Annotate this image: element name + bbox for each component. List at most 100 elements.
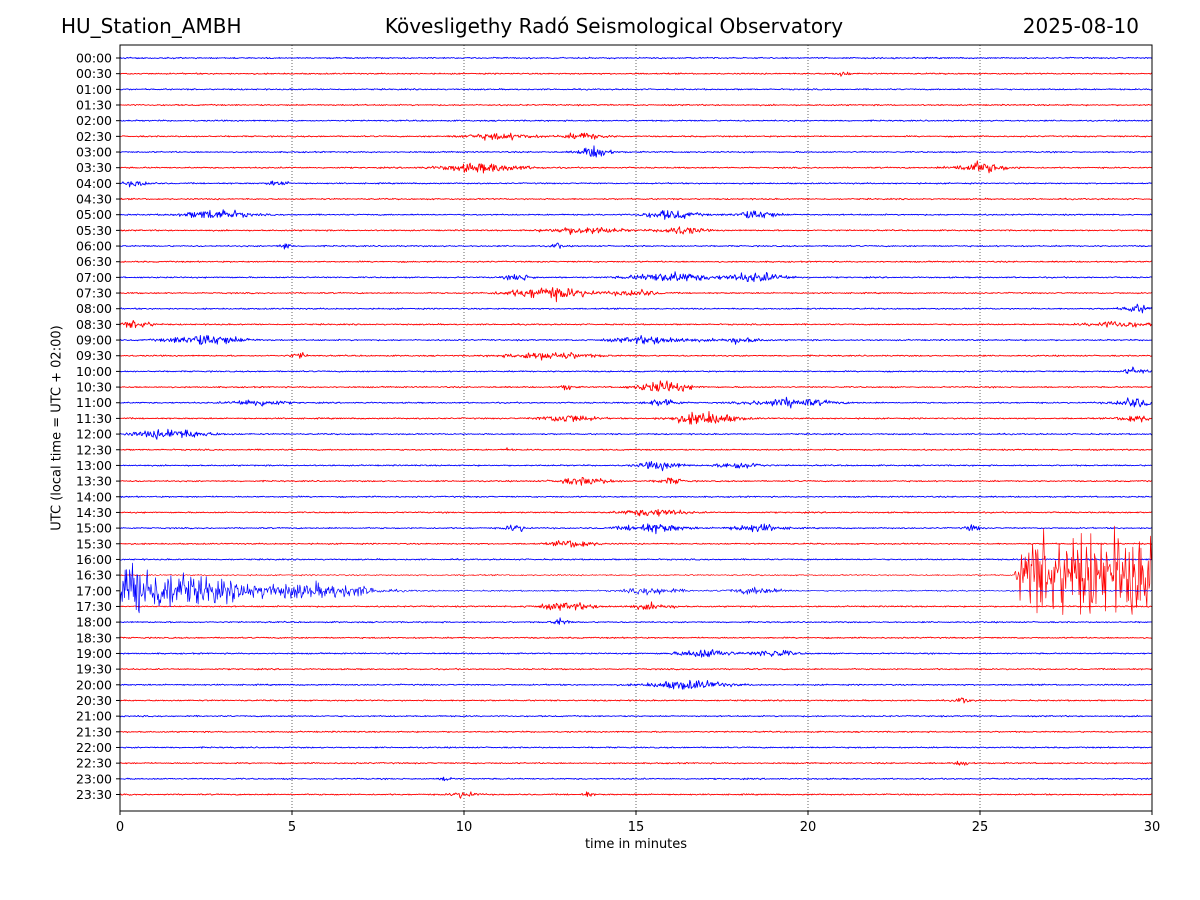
row-time-label: 15:30 bbox=[76, 536, 112, 551]
row-time-label: 10:30 bbox=[76, 380, 112, 395]
row-time-label: 22:00 bbox=[76, 740, 112, 755]
seismic-trace bbox=[119, 242, 1153, 250]
seismic-trace bbox=[119, 540, 1153, 548]
x-grid bbox=[291, 45, 981, 811]
seismic-trace bbox=[119, 103, 1153, 107]
row-time-label: 00:30 bbox=[76, 66, 112, 81]
seismic-trace bbox=[119, 160, 1153, 174]
x-tick-label: 10 bbox=[456, 820, 473, 835]
row-time-label: 21:00 bbox=[76, 709, 112, 724]
x-axis: 0 5 10 15 20 25 30 bbox=[116, 811, 1160, 835]
x-axis-label: time in minutes bbox=[584, 837, 688, 852]
seismic-trace bbox=[119, 71, 1153, 77]
seismic-trace bbox=[119, 746, 1153, 749]
seismic-trace bbox=[119, 396, 1153, 409]
station-label: HU_Station_AMBH bbox=[61, 14, 242, 38]
row-time-label: 06:00 bbox=[76, 239, 112, 254]
x-tick-label: 0 bbox=[116, 820, 124, 835]
row-time-label: 05:30 bbox=[76, 223, 112, 238]
row-time-label: 18:30 bbox=[76, 630, 112, 645]
row-time-label: 19:30 bbox=[76, 662, 112, 677]
row-time-label: 20:00 bbox=[76, 677, 112, 692]
row-time-label: 09:30 bbox=[76, 348, 112, 363]
seismic-trace bbox=[119, 447, 1153, 452]
trace-group bbox=[119, 56, 1153, 799]
row-time-label: 04:00 bbox=[76, 176, 112, 191]
seismic-trace bbox=[119, 617, 1153, 625]
row-time-label: 07:00 bbox=[76, 270, 112, 285]
row-time-label: 17:00 bbox=[76, 583, 112, 598]
x-tick-label: 30 bbox=[1144, 820, 1161, 835]
row-time-label: 08:00 bbox=[76, 301, 112, 316]
chart-title: Kövesligethy Radó Seismological Observat… bbox=[384, 14, 844, 38]
y-axis-label: UTC (local time = UTC + 02:00) bbox=[49, 325, 65, 531]
row-time-label: 12:30 bbox=[76, 442, 112, 457]
seismic-trace bbox=[119, 562, 1153, 614]
row-time-label: 02:00 bbox=[76, 113, 112, 128]
row-time-label: 00:00 bbox=[76, 51, 112, 66]
seismic-trace bbox=[119, 287, 1153, 303]
seismic-trace bbox=[119, 667, 1153, 671]
row-time-label: 01:00 bbox=[76, 82, 112, 97]
row-time-label: 04:30 bbox=[76, 192, 112, 207]
row-time-label: 02:30 bbox=[76, 129, 112, 144]
seismic-trace bbox=[119, 88, 1153, 91]
seismic-trace bbox=[119, 495, 1153, 499]
row-time-label: 03:00 bbox=[76, 145, 112, 160]
seismic-trace bbox=[119, 791, 1153, 799]
seismic-trace bbox=[119, 476, 1153, 486]
row-time-label: 14:30 bbox=[76, 505, 112, 520]
row-time-label: 08:30 bbox=[76, 317, 112, 332]
row-time-label: 01:30 bbox=[76, 98, 112, 113]
row-time-label: 16:30 bbox=[76, 568, 112, 583]
seismic-trace bbox=[119, 730, 1153, 734]
x-tick-label: 20 bbox=[800, 820, 817, 835]
row-time-label: 09:00 bbox=[76, 333, 112, 348]
row-time-label: 11:30 bbox=[76, 411, 112, 426]
row-time-label: 17:30 bbox=[76, 599, 112, 614]
row-time-label: 23:30 bbox=[76, 787, 112, 802]
seismic-trace bbox=[119, 411, 1153, 425]
y-axis: 00:0000:3001:0001:3002:0002:3003:0003:30… bbox=[76, 51, 120, 802]
row-time-label: 20:30 bbox=[76, 693, 112, 708]
row-time-label: 23:00 bbox=[76, 771, 112, 786]
x-tick-label: 5 bbox=[288, 820, 296, 835]
seismic-trace bbox=[119, 428, 1153, 440]
seismic-trace bbox=[119, 226, 1153, 236]
seismic-trace bbox=[119, 601, 1153, 611]
row-time-label: 15:00 bbox=[76, 521, 112, 536]
seismic-trace bbox=[119, 525, 1153, 615]
seismic-trace bbox=[119, 180, 1153, 188]
seismic-trace bbox=[119, 714, 1153, 718]
seismic-trace bbox=[119, 209, 1153, 220]
row-time-label: 19:00 bbox=[76, 646, 112, 661]
seismic-trace bbox=[119, 523, 1153, 535]
row-time-label: 13:00 bbox=[76, 458, 112, 473]
seismic-trace bbox=[119, 351, 1153, 361]
x-tick-label: 15 bbox=[628, 820, 645, 835]
row-time-label: 22:30 bbox=[76, 756, 112, 771]
seismic-trace bbox=[119, 679, 1153, 690]
seismic-trace bbox=[119, 56, 1153, 60]
row-time-label: 12:00 bbox=[76, 427, 112, 442]
seismic-trace bbox=[119, 508, 1153, 517]
seismic-trace bbox=[119, 197, 1153, 201]
seismic-trace bbox=[119, 558, 1153, 561]
seismic-trace bbox=[119, 145, 1153, 158]
seismic-trace bbox=[119, 334, 1153, 346]
seismic-trace bbox=[119, 649, 1153, 658]
seismic-trace bbox=[119, 260, 1153, 263]
seismic-trace bbox=[119, 271, 1153, 283]
seismic-trace bbox=[119, 319, 1153, 329]
row-time-label: 05:00 bbox=[76, 207, 112, 222]
seismic-trace bbox=[119, 636, 1153, 640]
row-time-label: 11:00 bbox=[76, 395, 112, 410]
row-time-label: 03:30 bbox=[76, 160, 112, 175]
row-time-label: 18:00 bbox=[76, 615, 112, 630]
seismic-trace bbox=[119, 119, 1153, 122]
row-time-label: 10:00 bbox=[76, 364, 112, 379]
x-tick-label: 25 bbox=[972, 820, 989, 835]
row-time-label: 13:30 bbox=[76, 474, 112, 489]
seismic-trace bbox=[119, 303, 1153, 314]
